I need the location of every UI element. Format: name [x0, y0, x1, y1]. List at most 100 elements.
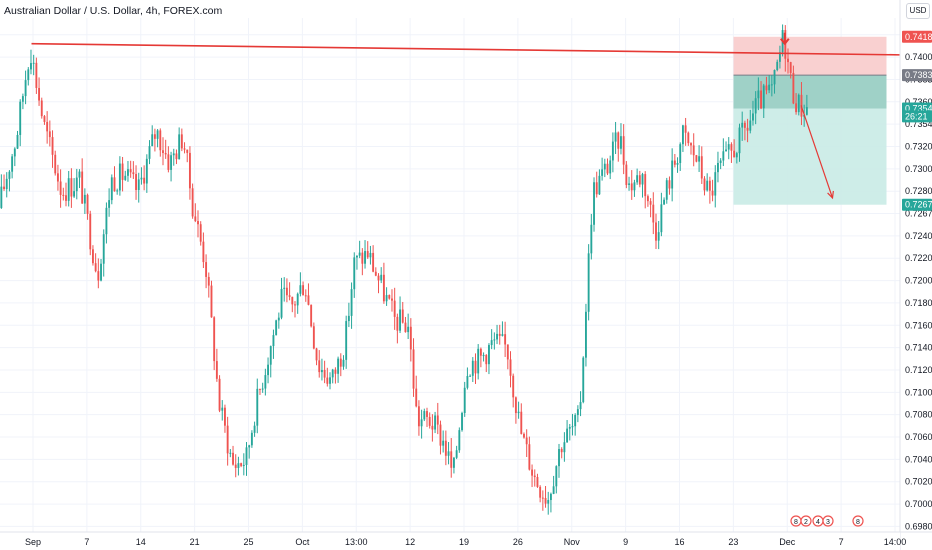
candle [391, 289, 393, 312]
event-marker-2[interactable]: 4 [812, 515, 824, 527]
candle [582, 356, 585, 404]
candle [471, 357, 474, 382]
event-marker-label: 8 [794, 519, 798, 526]
candle-body [162, 150, 164, 154]
candle [533, 469, 536, 487]
candle-body [159, 130, 162, 151]
candle [514, 396, 517, 424]
candle [496, 324, 498, 345]
drawings[interactable] [31, 32, 901, 200]
time-axis-bg [0, 532, 900, 550]
candle [240, 462, 243, 468]
candle [743, 120, 746, 141]
candle [539, 485, 542, 503]
candle-body [323, 369, 326, 378]
time-axis[interactable]: Sep 7 14 21 25 Oct 13:00 12 19 26 Nov 9 16 23 Dec 7 14:0… [0, 531, 932, 550]
candle-body [752, 113, 754, 121]
candle-body [517, 411, 520, 414]
candle [444, 430, 447, 466]
candle-body [27, 69, 30, 81]
candle [86, 193, 89, 220]
candle [555, 465, 558, 494]
candle-body [385, 295, 388, 302]
candle [630, 170, 633, 200]
candle-body [358, 252, 361, 256]
countdown-badge[interactable]: 26:21 [902, 110, 932, 123]
price-tick-label: 0.72679 [905, 209, 932, 219]
candle-body [140, 177, 143, 180]
candle-body [622, 136, 625, 165]
event-marker-4[interactable]: 8 [852, 515, 864, 527]
candle-body [652, 204, 655, 223]
candle-body [369, 252, 372, 258]
candle-body [207, 276, 210, 286]
candle-body [700, 156, 703, 179]
candle-body [226, 425, 229, 454]
candle [590, 213, 593, 260]
candle-body [452, 457, 455, 468]
candle [646, 194, 649, 207]
candle [27, 67, 30, 86]
candle-body [167, 154, 170, 170]
candle-body [137, 179, 140, 190]
currency-button[interactable]: USD [906, 3, 930, 19]
candle [178, 127, 181, 160]
candle [649, 198, 652, 218]
candle-body [412, 349, 415, 389]
candle-body [684, 125, 687, 133]
candle-body [423, 411, 426, 420]
candle-body [601, 169, 604, 176]
candle [479, 347, 482, 368]
candle [183, 142, 186, 154]
take-profit-zone [733, 108, 887, 205]
candle-body [372, 252, 375, 272]
candle-body [663, 199, 666, 205]
candle [380, 267, 383, 284]
short-position-tool[interactable] [733, 36, 887, 205]
candle [267, 357, 269, 384]
candle-body [576, 409, 579, 416]
candle-body [3, 186, 5, 190]
price-badge-bg [902, 69, 932, 82]
candle-body [568, 427, 571, 429]
price-axis[interactable]: 0.741820.740000.738390.736000.735400.732… [899, 0, 932, 550]
candle [768, 75, 771, 94]
candle-body [259, 388, 261, 390]
candle [458, 427, 461, 453]
level-price-badge[interactable]: 0.73839 [902, 69, 932, 82]
candle [81, 158, 84, 204]
candle [547, 491, 550, 515]
candle [143, 165, 146, 191]
chart-title: Australian Dollar / U.S. Dollar, 4h, FOR… [4, 5, 222, 17]
candle [127, 160, 129, 182]
candle [474, 353, 477, 384]
target-price-badge[interactable]: 0.72679 [902, 198, 932, 211]
candle-body [479, 348, 482, 356]
stop-price-badge[interactable]: 0.74182 [902, 30, 932, 43]
candle [291, 296, 294, 313]
candle-body [738, 127, 741, 154]
candle-body [382, 274, 385, 302]
candle [264, 368, 267, 396]
candle-body [388, 295, 391, 299]
candle-body [347, 315, 350, 322]
candle-body [205, 262, 208, 277]
candle [396, 313, 399, 344]
candle [520, 403, 523, 435]
candle-body [391, 298, 393, 301]
candle [62, 187, 65, 201]
event-marker-3[interactable]: 3 [822, 515, 834, 527]
event-marker-1[interactable]: 2 [800, 515, 812, 527]
candle-body [628, 183, 630, 185]
candle [776, 59, 779, 72]
candle [450, 438, 453, 478]
candle-body [490, 340, 493, 346]
candle-body [345, 321, 348, 360]
event-marker-0[interactable]: 8 [790, 515, 802, 527]
candle [347, 302, 350, 328]
candle-body [318, 360, 321, 373]
